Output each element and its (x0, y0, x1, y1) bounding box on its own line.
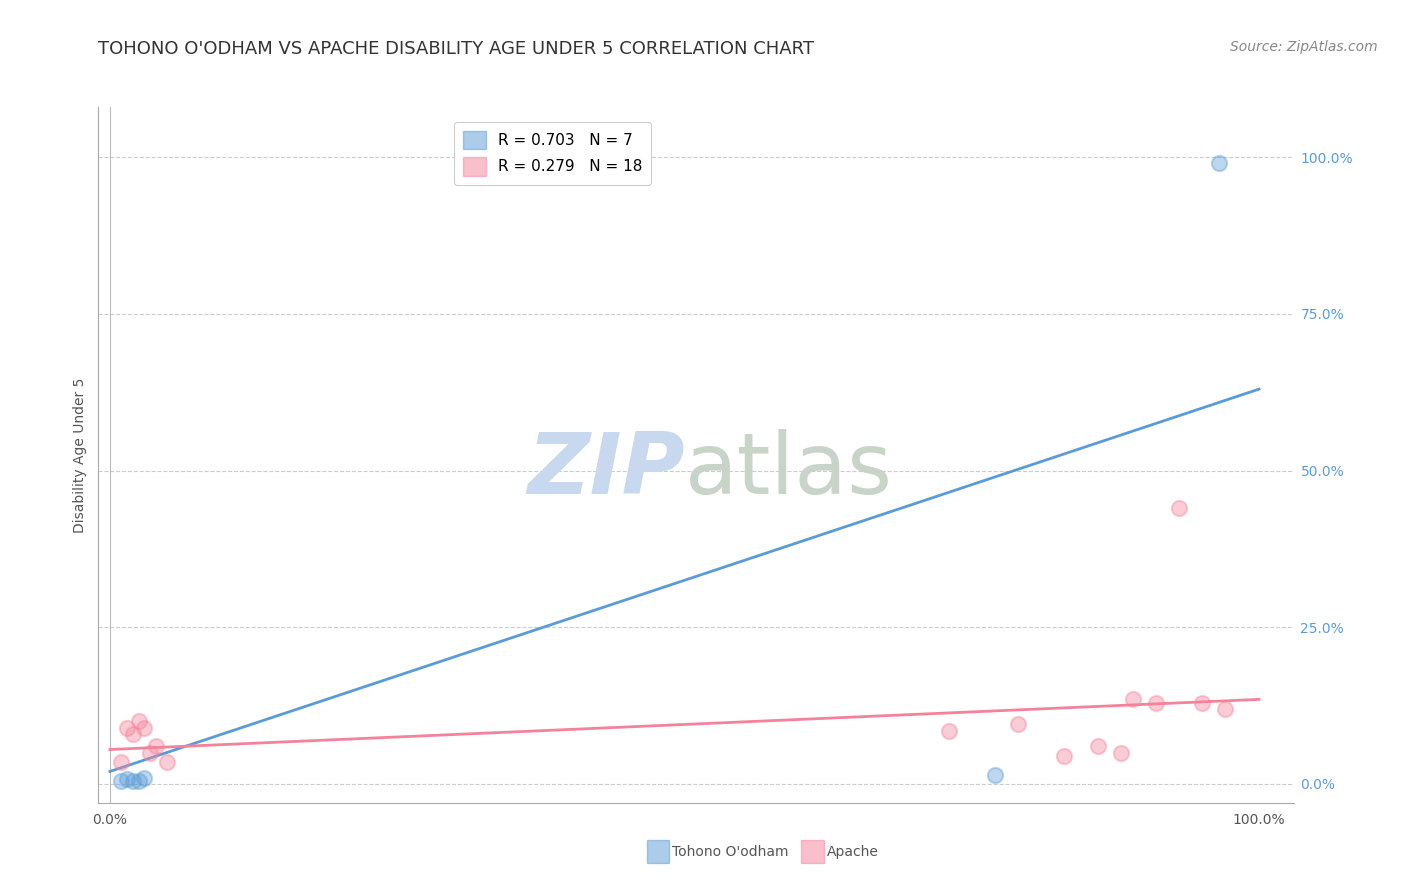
Point (110, 773, 132, 788)
Point (128, 773, 150, 788)
Point (1167, 501, 1189, 516)
Point (984, 767, 1007, 781)
Point (1007, 717, 1029, 731)
Point (156, 755, 179, 769)
Text: Tohono O'odham: Tohono O'odham (672, 845, 789, 859)
Point (1122, 692, 1144, 706)
Point (134, 721, 156, 735)
Point (1213, 702, 1236, 716)
Point (1087, 739, 1109, 754)
Point (115, 772, 138, 786)
Legend: R = 0.703   N = 7, R = 0.279   N = 18: R = 0.703 N = 7, R = 0.279 N = 18 (454, 121, 651, 185)
Point (1208, 156, 1230, 170)
Point (128, 714, 150, 729)
Point (1144, 696, 1167, 710)
Text: TOHONO O'ODHAM VS APACHE DISABILITY AGE UNDER 5 CORRELATION CHART: TOHONO O'ODHAM VS APACHE DISABILITY AGE … (98, 40, 814, 58)
Text: atlas: atlas (685, 429, 893, 512)
Point (938, 723, 960, 738)
Point (122, 727, 145, 741)
Text: Source: ZipAtlas.com: Source: ZipAtlas.com (1230, 40, 1378, 54)
Text: Apache: Apache (827, 845, 879, 859)
Point (134, 771, 156, 785)
Point (145, 739, 167, 754)
Point (1053, 748, 1076, 763)
Point (115, 721, 138, 735)
Point (139, 746, 162, 760)
Text: ZIP: ZIP (527, 429, 685, 512)
Y-axis label: Disability Age Under 5: Disability Age Under 5 (73, 377, 87, 533)
Point (122, 773, 145, 788)
Point (1109, 746, 1132, 760)
Point (110, 755, 132, 769)
Point (1191, 696, 1213, 710)
